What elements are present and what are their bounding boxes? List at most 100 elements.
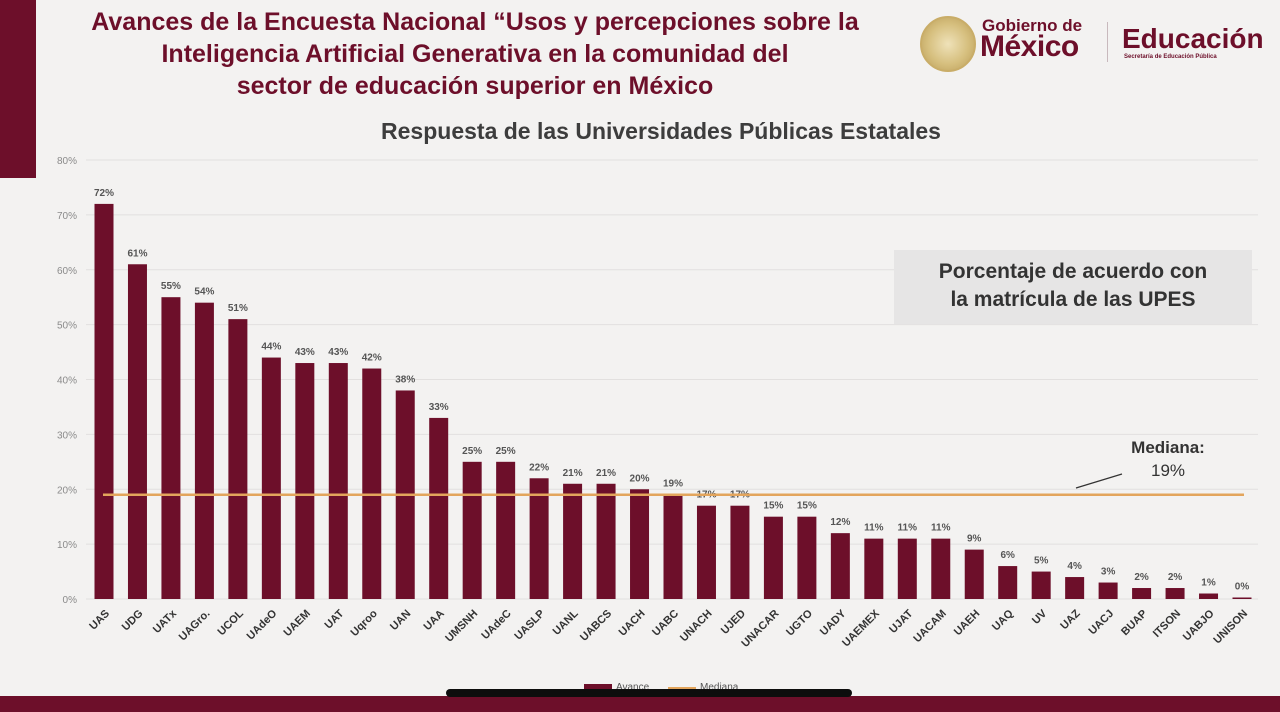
note-line-2: la matrícula de las UPES [950, 288, 1196, 311]
bar [328, 363, 348, 599]
y-tick-label: 40% [57, 376, 77, 387]
y-tick-label: 50% [57, 321, 77, 332]
bar [830, 533, 850, 599]
data-label: 25% [462, 446, 482, 457]
x-tick-label: UNACH [678, 608, 715, 645]
data-label: 15% [797, 501, 817, 512]
logo-educacion-sub: Secretaría de Educación Pública [1124, 54, 1217, 60]
bottom-band [0, 696, 1280, 712]
title-line-3: sector de educación superior en México [236, 72, 714, 100]
bar [897, 538, 917, 599]
x-tick-label: UAQ [990, 607, 1016, 633]
y-tick-label: 30% [57, 430, 77, 441]
x-tick-label: UASLP [512, 608, 547, 643]
bar [1165, 588, 1185, 599]
data-label: 43% [295, 347, 315, 358]
chart-title: Respuesta de las Universidades Públicas … [381, 118, 941, 144]
x-tick-label: UV [1030, 607, 1050, 627]
bar [362, 368, 382, 599]
x-tick-label: UACH [617, 608, 648, 639]
data-label: 72% [94, 188, 114, 199]
y-tick-label: 0% [63, 595, 78, 606]
bar [964, 549, 984, 599]
x-tick-label: UAA [421, 608, 446, 633]
y-tick-label: 60% [57, 266, 77, 277]
x-tick-label: UNISON [1211, 608, 1250, 647]
data-label: 0% [1235, 582, 1250, 593]
data-label: 61% [127, 248, 147, 259]
x-tick-label: Uqroo [348, 607, 380, 639]
x-tick-label: UANL [551, 607, 581, 637]
bar [1065, 577, 1085, 599]
data-label: 9% [967, 534, 982, 545]
y-tick-label: 80% [57, 156, 77, 167]
x-tick-label: UMSNH [443, 608, 480, 645]
data-label: 19% [663, 479, 683, 490]
bar [797, 516, 817, 599]
bar [194, 302, 214, 599]
x-tick-label: UAZ [1058, 607, 1083, 632]
data-label: 5% [1034, 556, 1049, 567]
legend-line: Mediana [668, 682, 738, 693]
x-tick-label: ITSON [1151, 608, 1183, 640]
data-label: 54% [194, 287, 214, 298]
data-label: 6% [1000, 550, 1015, 561]
legend-bar-swatch [584, 684, 612, 691]
data-label: 21% [563, 468, 583, 479]
bar [864, 538, 884, 599]
data-label: 25% [496, 446, 516, 457]
legend-line-label: Mediana [700, 682, 739, 693]
x-tick-label: UAT [323, 607, 347, 631]
median-value: 19% [1150, 461, 1186, 480]
bar [261, 357, 281, 599]
legend-bar: Avance [584, 682, 649, 693]
x-tick-label: UACAM [911, 608, 948, 645]
data-label: 44% [261, 342, 281, 353]
data-label: 3% [1101, 567, 1116, 578]
data-label: 20% [630, 473, 650, 484]
logo-gobierno-big: México [980, 30, 1079, 63]
x-tick-label: UCOL [215, 607, 246, 638]
data-label: 15% [763, 501, 783, 512]
logo-educacion: Educación [1122, 23, 1264, 54]
bar [228, 319, 248, 599]
x-tick-label: UJED [719, 608, 748, 637]
logo-gobierno-small: Gobierno de [982, 16, 1083, 35]
title-line-2: Inteligencia Artificial Generativa en la… [161, 40, 789, 68]
x-tick-label: UADY [818, 607, 849, 638]
bar [563, 483, 583, 599]
left-accent-stripe [0, 0, 36, 178]
legend-bar-label: Avance [616, 682, 650, 693]
page-title: Avances de la Encuesta Nacional “Usos y … [40, 6, 910, 102]
x-tick-label: UJAT [887, 607, 915, 635]
x-tick-label: UACJ [1087, 608, 1117, 638]
data-label: 55% [161, 281, 181, 292]
bar [295, 363, 315, 599]
x-tick-label: UABC [650, 608, 681, 639]
data-label: 43% [328, 347, 348, 358]
data-label: 33% [429, 402, 449, 413]
home-indicator [446, 689, 852, 697]
x-tick-label: UAdeC [479, 608, 513, 642]
data-label: 12% [830, 517, 850, 528]
bar [529, 478, 549, 599]
x-tick-label: UDG [120, 608, 146, 634]
bar [429, 417, 449, 599]
bar [1132, 588, 1152, 599]
x-tick-label: UAdeO [245, 607, 280, 642]
bar [763, 516, 783, 599]
bar [1199, 593, 1219, 599]
bar [931, 538, 951, 599]
x-tick-label: UATx [151, 607, 180, 636]
data-label: 2% [1134, 572, 1149, 583]
bar [630, 489, 650, 599]
bar [596, 483, 616, 599]
bar [496, 461, 516, 599]
bar [161, 297, 181, 599]
bar [1098, 582, 1118, 599]
x-tick-label: UAGro. [177, 608, 213, 644]
median-label: Mediana: [1131, 438, 1205, 457]
title-line-1: Avances de la Encuesta Nacional “Usos y … [91, 8, 859, 36]
y-tick-label: 10% [57, 540, 77, 551]
